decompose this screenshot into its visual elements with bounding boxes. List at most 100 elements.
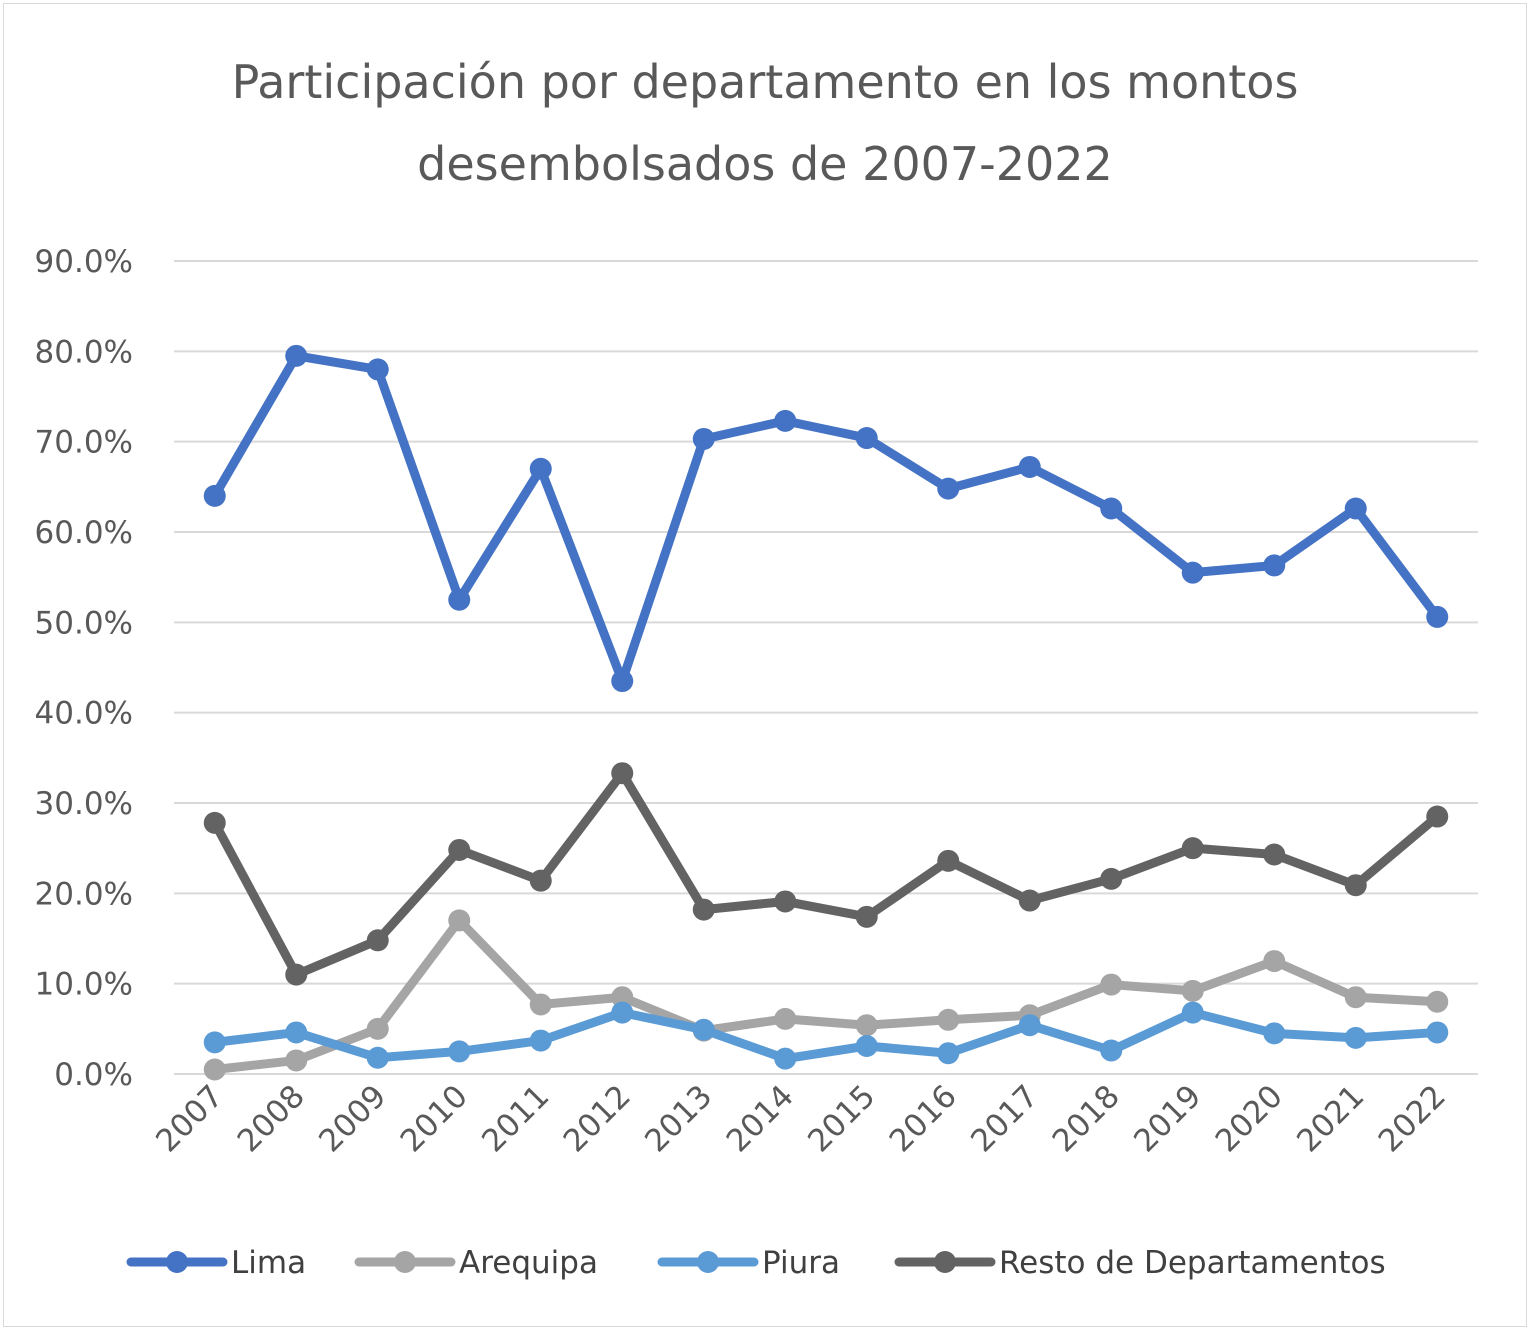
data-point-arequipa (529, 993, 552, 1016)
legend-swatch-marker (394, 1251, 416, 1273)
data-point-piura (285, 1021, 308, 1044)
gridlines (174, 260, 1478, 1075)
y-tick-label: 0.0% (54, 1057, 133, 1093)
series-lima (203, 344, 1449, 693)
series-piura (203, 1001, 1449, 1070)
x-tick-label: 2017 (964, 1078, 1045, 1159)
y-axis-ticks: 0.0% 10.0% 20.0% 30.0% 40.0% 50.0% 60.0% 70.0% 8… (35, 244, 133, 1093)
y-tick-label: 10.0% (35, 967, 133, 1003)
series-lines (203, 344, 1449, 1081)
data-point-piura (1100, 1039, 1123, 1062)
data-point-piura (1263, 1022, 1286, 1045)
line-chart: Participación por departamento en los mo… (35, 55, 1478, 1281)
data-point-lima (1181, 561, 1204, 584)
legend-label: Resto de Departamentos (999, 1245, 1386, 1281)
chart-title-line-2: desembolsados de 2007-2022 (417, 137, 1113, 191)
data-point-arequipa (937, 1008, 960, 1031)
data-point-lima (611, 670, 634, 693)
legend-swatch-marker (934, 1251, 956, 1273)
data-point-lima (1344, 497, 1367, 520)
data-point-resto-de-departamentos (1426, 805, 1449, 828)
legend-label: Arequipa (459, 1245, 598, 1281)
data-point-resto-de-departamentos (1018, 889, 1041, 912)
data-point-piura (448, 1040, 471, 1063)
x-tick-label: 2014 (720, 1078, 801, 1159)
y-tick-label: 50.0% (35, 605, 133, 641)
x-tick-label: 2020 (1209, 1078, 1290, 1159)
data-point-lima (937, 477, 960, 500)
chart-title: Participación por departamento en los mo… (232, 55, 1299, 191)
data-point-resto-de-departamentos (285, 963, 308, 986)
data-point-resto-de-departamentos (1100, 867, 1123, 890)
data-point-piura (203, 1031, 226, 1054)
data-point-lima (692, 427, 715, 450)
data-point-resto-de-departamentos (611, 762, 634, 785)
y-tick-label: 90.0% (35, 244, 133, 280)
x-tick-label: 2007 (149, 1078, 230, 1159)
data-point-piura (937, 1042, 960, 1065)
data-point-arequipa (1344, 986, 1367, 1009)
legend-label: Lima (231, 1245, 306, 1281)
data-point-lima (1263, 554, 1286, 577)
series-arequipa (203, 909, 1449, 1081)
legend-label: Piura (762, 1245, 840, 1281)
data-point-arequipa (366, 1017, 389, 1040)
data-point-resto-de-departamentos (1181, 837, 1204, 860)
data-point-piura (774, 1047, 797, 1070)
data-point-lima (1100, 497, 1123, 520)
data-point-piura (855, 1034, 878, 1057)
data-point-arequipa (203, 1058, 226, 1081)
legend-item-arequipa: Arequipa (354, 1245, 598, 1281)
data-point-resto-de-departamentos (855, 905, 878, 928)
series-line-resto-de-departamentos (210, 768, 1442, 980)
data-point-piura (1344, 1026, 1367, 1049)
data-point-resto-de-departamentos (529, 869, 552, 892)
x-tick-label: 2013 (638, 1078, 719, 1159)
data-point-resto-de-departamentos (774, 890, 797, 913)
x-tick-label: 2010 (394, 1078, 475, 1159)
data-point-piura (1181, 1001, 1204, 1024)
data-point-arequipa (1426, 990, 1449, 1013)
data-point-arequipa (611, 986, 634, 1009)
series-line-piura (210, 1008, 1442, 1064)
data-point-piura (366, 1046, 389, 1069)
data-point-lima (366, 358, 389, 381)
legend-item-resto-de-departamentos: Resto de Departamentos (894, 1245, 1386, 1281)
y-tick-label: 40.0% (35, 696, 133, 732)
data-point-lima (529, 457, 552, 480)
data-point-piura (529, 1029, 552, 1052)
x-tick-label: 2021 (1290, 1078, 1371, 1159)
data-point-lima (774, 409, 797, 432)
data-point-lima (448, 588, 471, 611)
data-point-lima (855, 427, 878, 450)
data-point-lima (203, 484, 226, 507)
series-line-lima (210, 351, 1442, 686)
data-point-piura (692, 1018, 715, 1041)
x-tick-label: 2012 (557, 1078, 638, 1159)
data-point-lima (1018, 455, 1041, 478)
x-tick-label: 2009 (312, 1078, 393, 1159)
data-point-resto-de-departamentos (1263, 843, 1286, 866)
x-axis-ticks: 2007 2008 2009 2010 2011 2012 2013 2014 2015 2016… (149, 1078, 1453, 1159)
legend-item-piura: Piura (657, 1245, 840, 1281)
series-line-arequipa (210, 915, 1442, 1074)
chart-frame: Participación por departamento en los mo… (3, 3, 1527, 1327)
x-tick-label: 2008 (231, 1078, 312, 1159)
data-point-arequipa (1100, 973, 1123, 996)
data-point-resto-de-departamentos (937, 849, 960, 872)
data-point-arequipa (774, 1007, 797, 1030)
data-point-resto-de-departamentos (203, 811, 226, 834)
legend-item-lima: Lima (126, 1245, 306, 1281)
data-point-resto-de-departamentos (692, 898, 715, 921)
data-point-arequipa (285, 1049, 308, 1072)
x-tick-label: 2015 (801, 1078, 882, 1159)
data-point-arequipa (855, 1014, 878, 1037)
data-point-arequipa (448, 909, 471, 932)
y-tick-label: 20.0% (35, 876, 133, 912)
data-point-lima (1426, 605, 1449, 628)
data-point-arequipa (1263, 950, 1286, 973)
y-tick-label: 80.0% (35, 334, 133, 370)
y-tick-label: 60.0% (35, 515, 133, 551)
data-point-resto-de-departamentos (366, 929, 389, 952)
data-point-resto-de-departamentos (448, 838, 471, 861)
